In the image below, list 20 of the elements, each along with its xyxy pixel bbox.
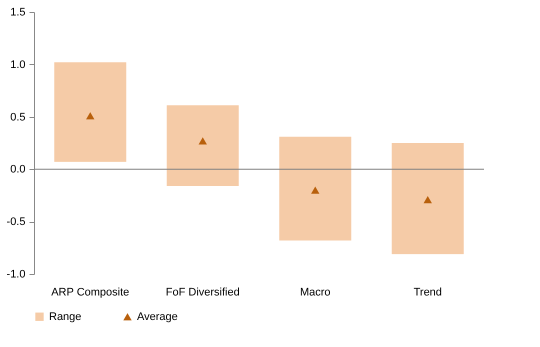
y-tick-label: 1.5 [10, 6, 26, 18]
point [424, 196, 432, 204]
bar [54, 62, 126, 162]
y-tick-label: 1.0 [10, 58, 26, 71]
bar [279, 136, 352, 240]
x-tick-label: Trend [414, 286, 442, 298]
bar [166, 105, 239, 186]
point [86, 112, 94, 120]
bar [392, 143, 464, 254]
x-tick-label: Macro [300, 286, 331, 298]
legend-label: Range [49, 310, 82, 323]
point [198, 137, 207, 145]
y-tick-label: -0.5 [6, 216, 26, 228]
y-tick-label: 0.5 [10, 111, 26, 124]
legend-label: Average [137, 310, 178, 323]
y-tick-label: 0.0 [10, 164, 26, 176]
x-tick-label: FoF Diversified [166, 286, 240, 298]
point [311, 186, 320, 194]
x-tick-label: ARP Composite [51, 286, 130, 298]
y-tick-label: -1.0 [6, 268, 26, 280]
